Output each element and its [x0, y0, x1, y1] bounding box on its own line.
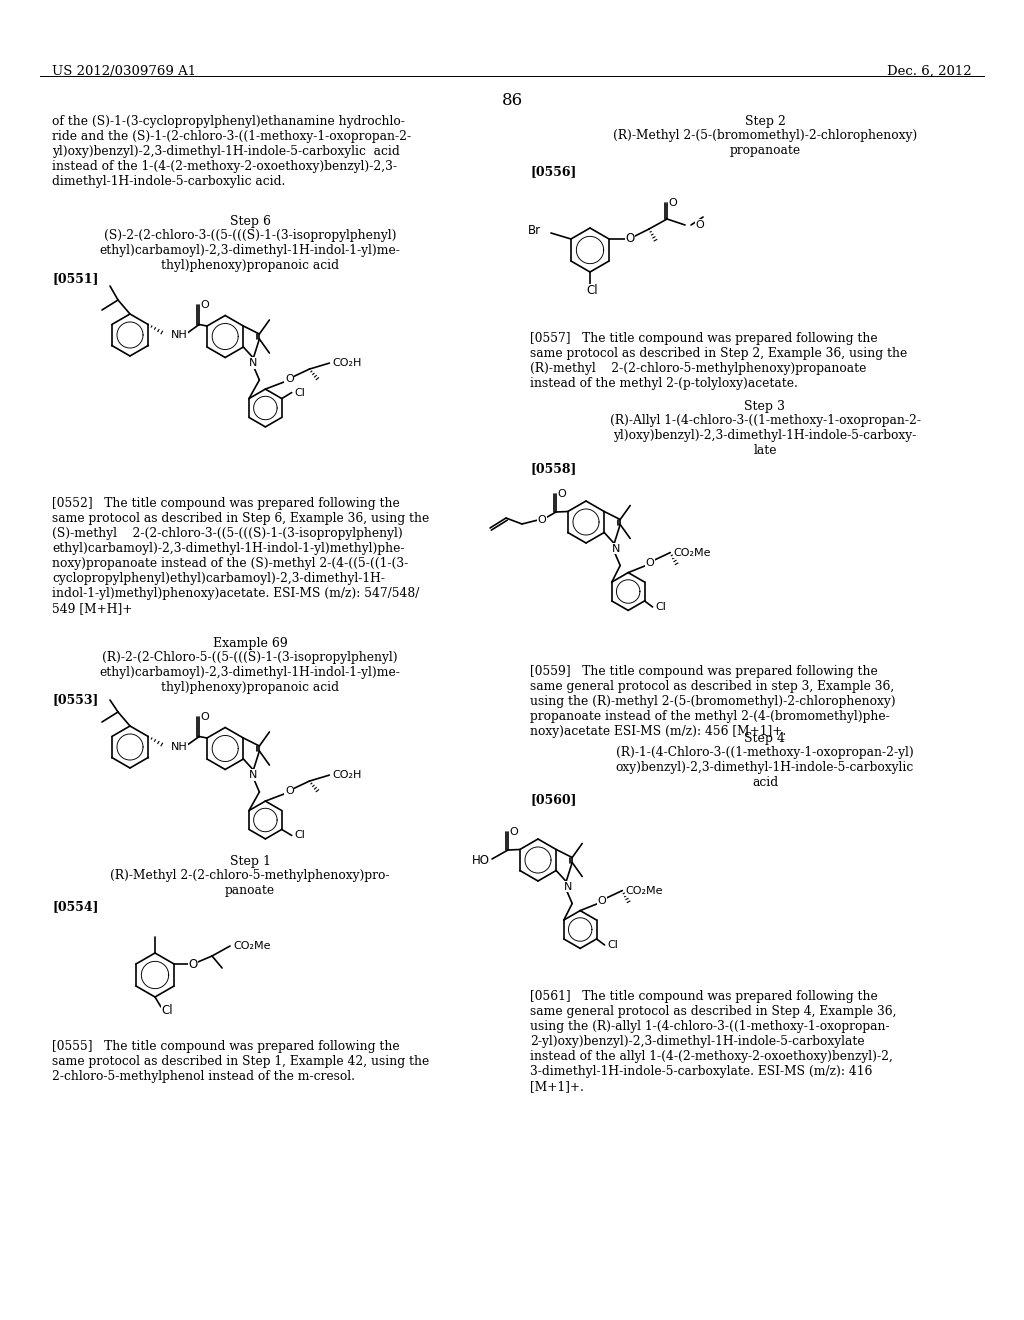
Text: Step 6: Step 6: [229, 215, 270, 228]
Text: [0560]: [0560]: [530, 793, 577, 807]
Text: [0557]   The title compound was prepared following the
same protocol as describe: [0557] The title compound was prepared f…: [530, 333, 907, 389]
Text: O: O: [598, 895, 606, 906]
Text: [0551]: [0551]: [52, 272, 98, 285]
Text: [0552]   The title compound was prepared following the
same protocol as describe: [0552] The title compound was prepared f…: [52, 498, 429, 615]
Text: N: N: [249, 770, 258, 780]
Text: US 2012/0309769 A1: US 2012/0309769 A1: [52, 65, 197, 78]
Text: NH: NH: [171, 330, 187, 339]
Text: (R)-Methyl 2-(5-(bromomethyl)-2-chlorophenoxy)
propanoate: (R)-Methyl 2-(5-(bromomethyl)-2-chloroph…: [613, 129, 918, 157]
Text: N: N: [564, 882, 572, 891]
Text: O: O: [285, 374, 294, 384]
Text: Example 69: Example 69: [213, 638, 288, 649]
Text: O: O: [626, 232, 635, 246]
Text: O: O: [285, 787, 294, 796]
Text: O: O: [201, 300, 210, 309]
Text: [0556]: [0556]: [530, 165, 577, 178]
Text: O: O: [510, 828, 518, 837]
Text: Step 2: Step 2: [744, 115, 785, 128]
Text: Br: Br: [527, 223, 541, 236]
Text: CO₂H: CO₂H: [333, 358, 362, 368]
Text: Step 3: Step 3: [744, 400, 785, 413]
Text: HO: HO: [472, 854, 490, 866]
Text: [0558]: [0558]: [530, 462, 577, 475]
Text: Step 1: Step 1: [229, 855, 270, 869]
Text: (R)-Allyl 1-(4-chloro-3-((1-methoxy-1-oxopropan-2-
yl)oxy)benzyl)-2,3-dimethyl-1: (R)-Allyl 1-(4-chloro-3-((1-methoxy-1-ox…: [609, 414, 921, 457]
Text: O: O: [646, 557, 654, 568]
Text: N: N: [249, 358, 258, 368]
Text: (S)-2-(2-chloro-3-((5-(((S)-1-(3-isopropylphenyl)
ethyl)carbamoyl)-2,3-dimethyl-: (S)-2-(2-chloro-3-((5-(((S)-1-(3-isoprop…: [99, 228, 400, 272]
Text: (R)-Methyl 2-(2-chloro-5-methylphenoxy)pro-
panoate: (R)-Methyl 2-(2-chloro-5-methylphenoxy)p…: [111, 869, 390, 898]
Text: O: O: [695, 220, 705, 230]
Text: Step 4: Step 4: [744, 733, 785, 744]
Text: CO₂H: CO₂H: [333, 770, 362, 780]
Text: 86: 86: [502, 92, 522, 110]
Text: (R)-2-(2-Chloro-5-((5-(((S)-1-(3-isopropylphenyl)
ethyl)carbamoyl)-2,3-dimethyl-: (R)-2-(2-Chloro-5-((5-(((S)-1-(3-isoprop…: [99, 651, 400, 694]
Text: [0561]   The title compound was prepared following the
same general protocol as : [0561] The title compound was prepared f…: [530, 990, 896, 1093]
Text: Cl: Cl: [294, 830, 305, 841]
Text: O: O: [538, 515, 547, 525]
Text: Dec. 6, 2012: Dec. 6, 2012: [888, 65, 972, 78]
Text: (R)-1-(4-Chloro-3-((1-methoxy-1-oxopropan-2-yl)
oxy)benzyl)-2,3-dimethyl-1H-indo: (R)-1-(4-Chloro-3-((1-methoxy-1-oxopropa…: [615, 746, 914, 789]
Text: O: O: [669, 198, 678, 209]
Text: Cl: Cl: [161, 1003, 173, 1016]
Text: CO₂Me: CO₂Me: [674, 548, 711, 557]
Text: CO₂Me: CO₂Me: [626, 886, 663, 895]
Text: [0555]   The title compound was prepared following the
same protocol as describe: [0555] The title compound was prepared f…: [52, 1040, 429, 1082]
Text: Cl: Cl: [607, 940, 618, 950]
Text: N: N: [612, 544, 621, 553]
Text: Cl: Cl: [294, 388, 305, 397]
Text: [0553]: [0553]: [52, 693, 98, 706]
Text: [0559]   The title compound was prepared following the
same general protocol as : [0559] The title compound was prepared f…: [530, 665, 896, 738]
Text: CO₂Me: CO₂Me: [233, 941, 270, 950]
Text: O: O: [558, 488, 566, 499]
Text: O: O: [188, 957, 198, 970]
Text: Cl: Cl: [586, 285, 598, 297]
Text: of the (S)-1-(3-cyclopropylphenyl)ethanamine hydrochlo-
ride and the (S)-1-(2-ch: of the (S)-1-(3-cyclopropylphenyl)ethana…: [52, 115, 411, 187]
Text: Cl: Cl: [655, 602, 666, 612]
Text: O: O: [201, 711, 210, 722]
Text: [0554]: [0554]: [52, 900, 98, 913]
Text: NH: NH: [171, 742, 187, 751]
